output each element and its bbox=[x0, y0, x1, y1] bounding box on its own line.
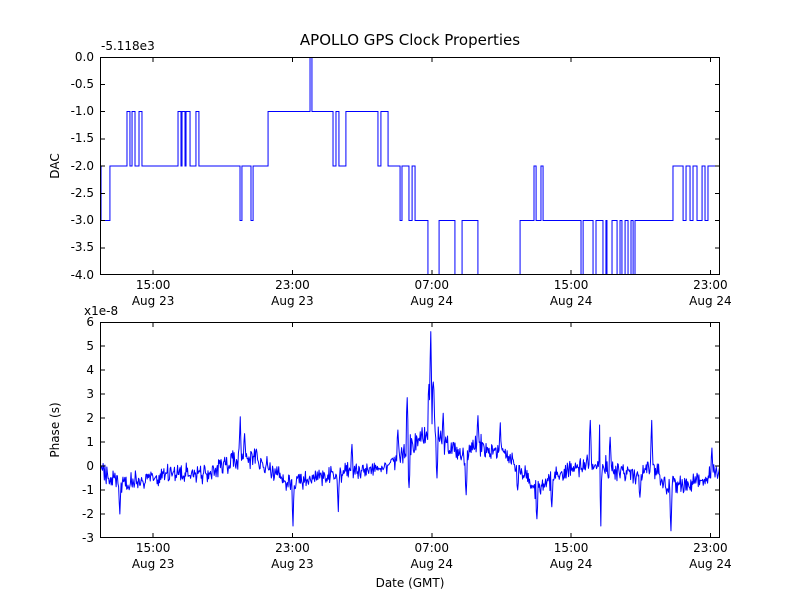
x-tick-date: Aug 24 bbox=[689, 556, 732, 571]
y-tick-label: -3 bbox=[82, 530, 94, 545]
y-tick-label: 3 bbox=[86, 386, 94, 401]
x-tick-label: 15:00 Aug 24 bbox=[521, 541, 621, 572]
x-tick-date: Aug 24 bbox=[689, 293, 732, 308]
x-tick-label: 15:00 Aug 23 bbox=[103, 278, 203, 309]
dac-axis-offset-text: -5.118e3 bbox=[101, 39, 155, 53]
x-tick-time: 07:00 bbox=[414, 278, 450, 292]
x-tick-label: 23:00 Aug 23 bbox=[242, 541, 342, 572]
x-tick-time: 15:00 bbox=[135, 541, 171, 555]
x-tick-time: 15:00 bbox=[135, 278, 171, 292]
y-tick-label: -3.0 bbox=[70, 213, 94, 227]
x-tick-label: 15:00 Aug 23 bbox=[103, 541, 203, 572]
x-tick-date: Aug 23 bbox=[271, 293, 314, 308]
y-tick-label: -4.0 bbox=[70, 267, 94, 282]
phase-plot-svg bbox=[100, 322, 720, 538]
y-tick-label: -1.5 bbox=[70, 131, 94, 146]
x-tick-label: 23:00 Aug 23 bbox=[242, 278, 342, 309]
x-tick-time: 23:00 bbox=[693, 541, 728, 555]
x-tick-time: 15:00 bbox=[553, 278, 589, 292]
y-tick-label: 6 bbox=[86, 314, 94, 329]
plot-title: APOLLO GPS Clock Properties bbox=[299, 31, 521, 49]
y-tick-label: 2 bbox=[86, 410, 94, 425]
y-tick-label: -2 bbox=[82, 506, 94, 521]
x-tick-label: 23:00 Aug 24 bbox=[660, 278, 760, 309]
y-tick-label: -2.0 bbox=[70, 158, 94, 173]
x-tick-time: 07:00 bbox=[414, 541, 450, 555]
y-tick-label: 0.0 bbox=[74, 49, 94, 64]
y-tick-label: 0 bbox=[86, 458, 94, 473]
x-tick-time: 15:00 bbox=[553, 541, 589, 555]
x-tick-time: 23:00 bbox=[693, 278, 728, 292]
x-tick-date: Aug 23 bbox=[131, 293, 175, 308]
y-tick-label: -0.5 bbox=[70, 76, 94, 91]
y-tick-label: -1 bbox=[82, 482, 94, 497]
x-tick-label: 15:00 Aug 24 bbox=[521, 278, 621, 309]
y-tick-label: -2.5 bbox=[70, 185, 94, 200]
y-tick-label: -1.0 bbox=[70, 104, 94, 118]
x-tick-date: Aug 23 bbox=[131, 556, 175, 571]
x-tick-date: Aug 24 bbox=[549, 556, 593, 571]
y-tick-label: 5 bbox=[86, 338, 94, 353]
x-tick-label: 23:00 Aug 24 bbox=[660, 541, 760, 572]
y-tick-label: -3.5 bbox=[70, 240, 94, 255]
x-tick-time: 23:00 bbox=[275, 278, 310, 292]
phase-plot-area bbox=[100, 322, 720, 538]
x-tick-date: Aug 24 bbox=[410, 293, 454, 308]
x-axis-label: Date (GMT) bbox=[375, 576, 445, 590]
x-tick-date: Aug 24 bbox=[410, 556, 454, 571]
y-tick-label: 4 bbox=[86, 362, 94, 377]
dac-plot-area bbox=[100, 57, 720, 275]
x-tick-label: 07:00 Aug 24 bbox=[382, 278, 482, 309]
x-tick-label: 07:00 Aug 24 bbox=[382, 541, 482, 572]
phase-axis-multiplier-text: x1e-8 bbox=[84, 304, 119, 318]
x-tick-date: Aug 24 bbox=[549, 293, 593, 308]
dac-plot-svg bbox=[100, 57, 720, 275]
x-tick-time: 23:00 bbox=[275, 541, 310, 555]
y-tick-label: 1 bbox=[86, 434, 94, 449]
x-tick-date: Aug 23 bbox=[271, 556, 314, 571]
